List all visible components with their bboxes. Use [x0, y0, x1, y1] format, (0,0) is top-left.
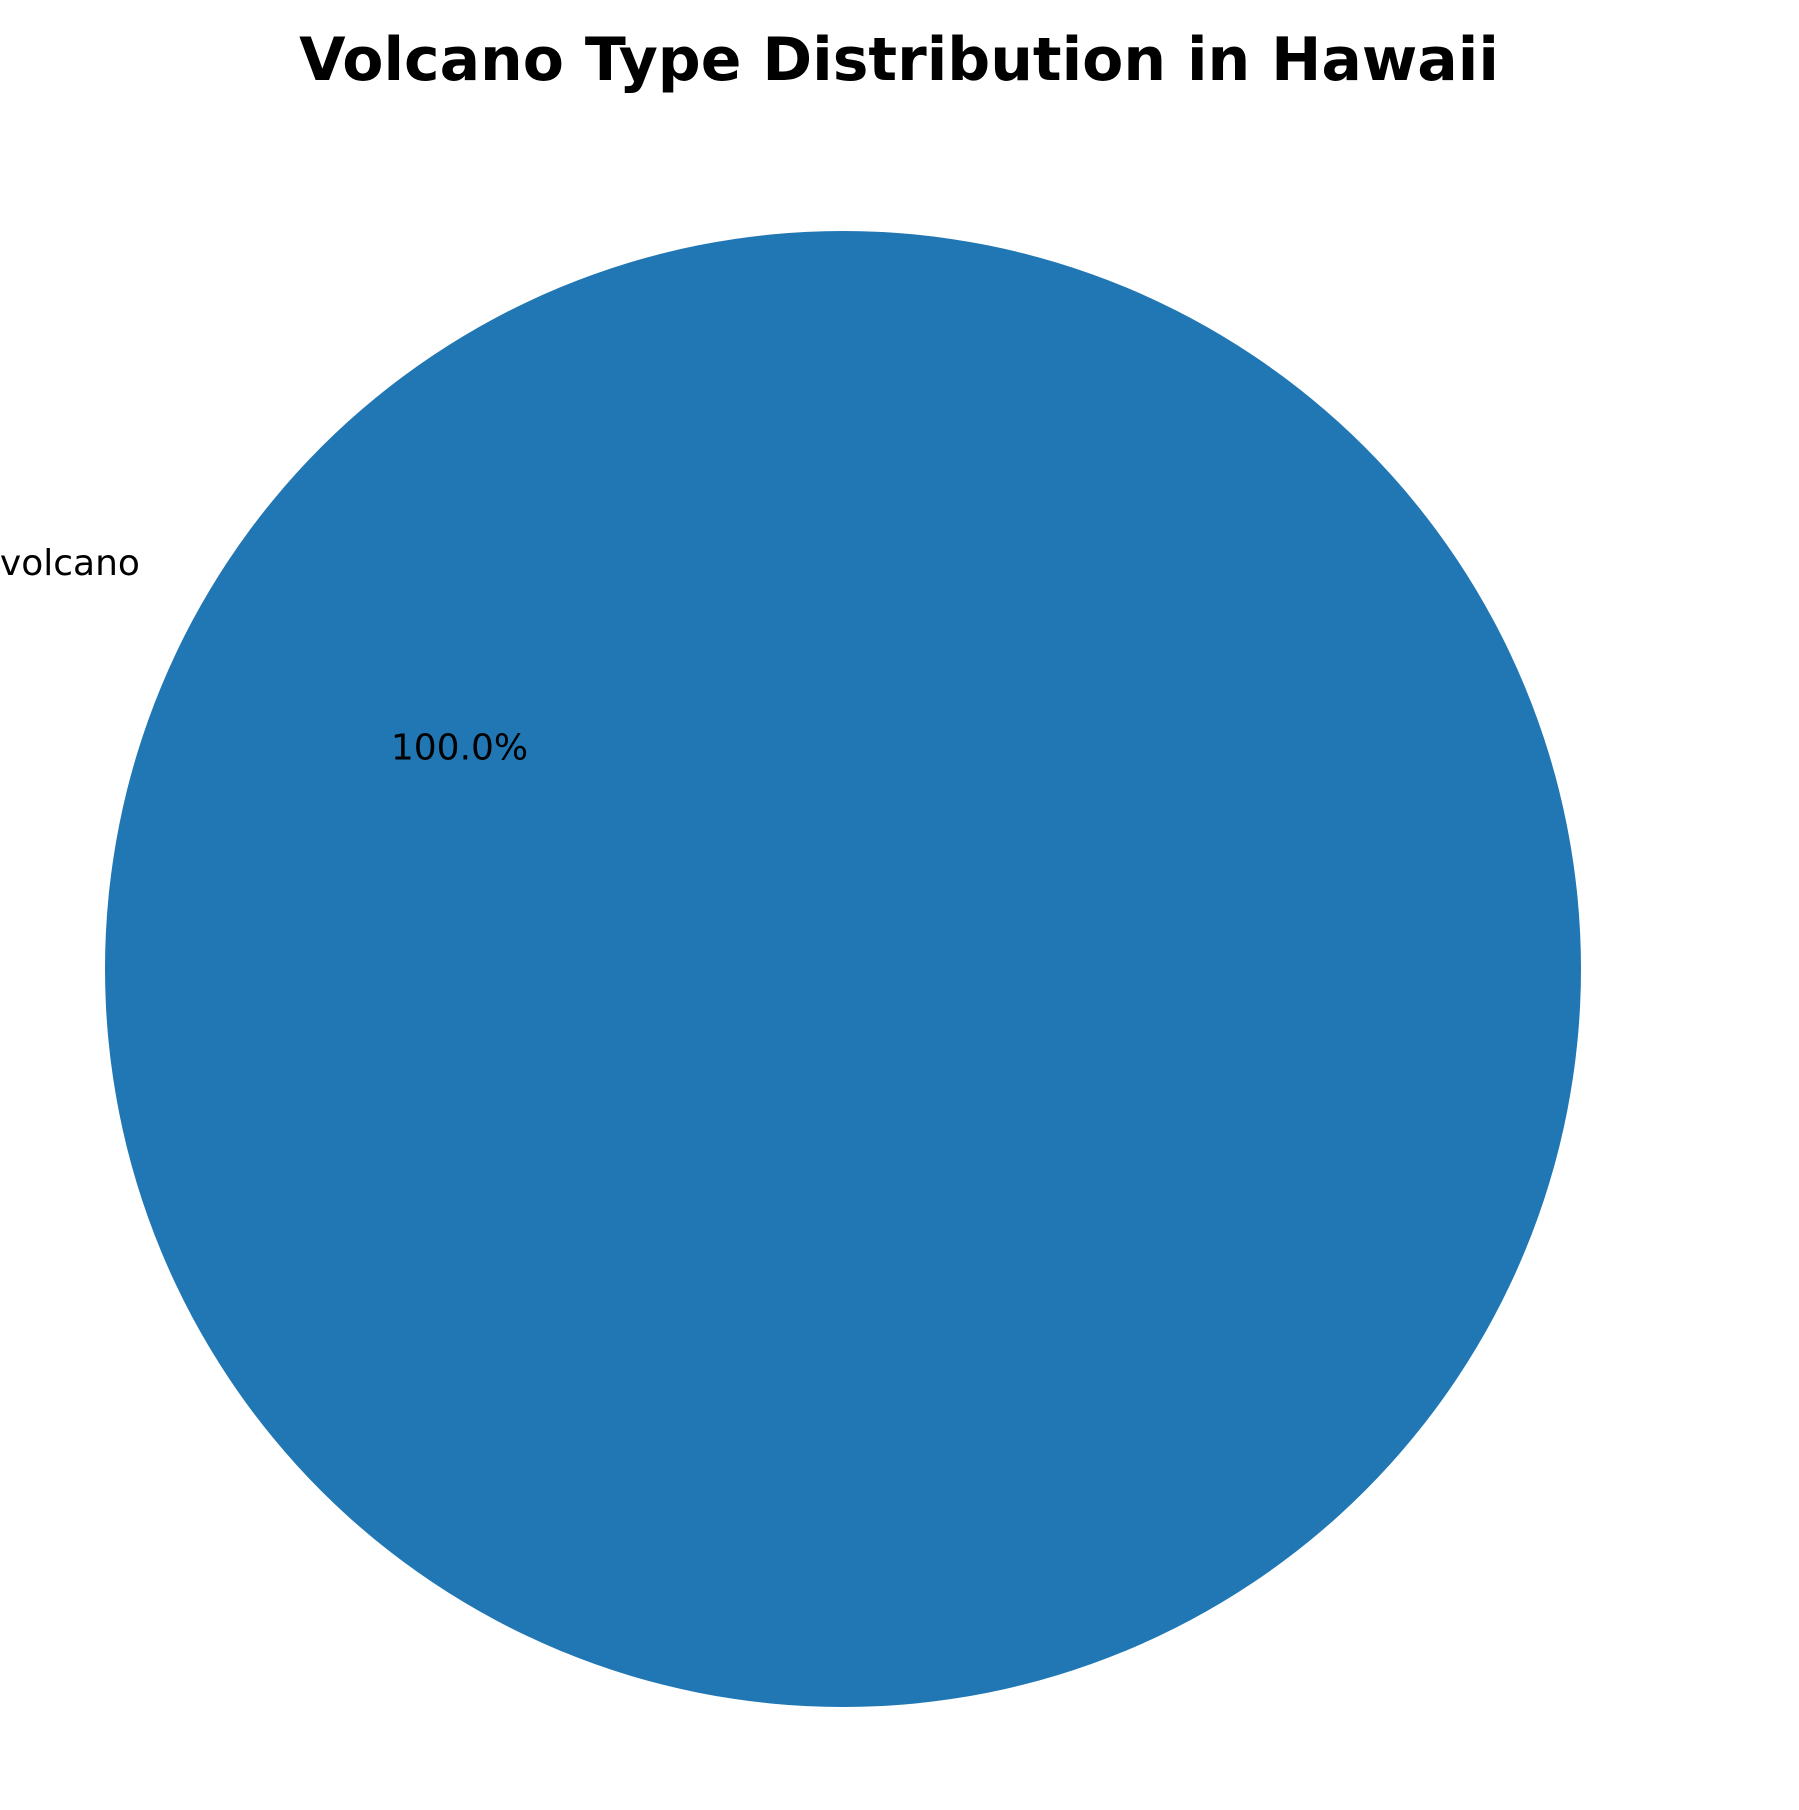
pie-slices — [105, 231, 1581, 1707]
slice-percent-label: 100.0% — [391, 728, 528, 769]
chart-title: Volcano Type Distribution in Hawaii — [299, 25, 1499, 95]
pie-slice — [105, 231, 1581, 1707]
slice-label: Shield volcano — [0, 543, 140, 584]
pie-labels: Shield volcano 100.0% — [0, 543, 528, 769]
